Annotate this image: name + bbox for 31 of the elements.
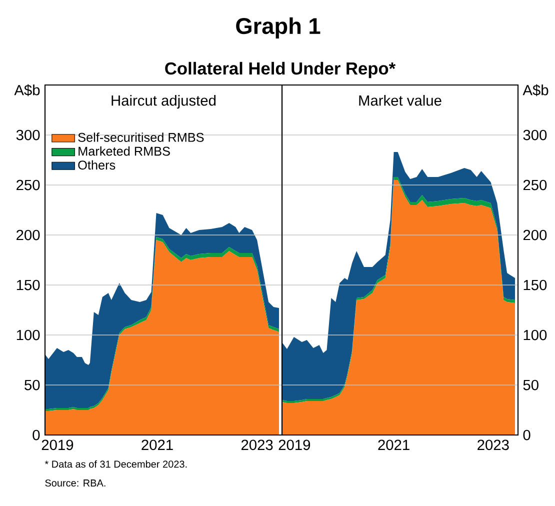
- legend-label: Marketed RMBS: [78, 146, 170, 156]
- y-tick-label: 250: [16, 180, 40, 190]
- y-tick-label: 100: [16, 330, 40, 340]
- text: * Data as of 31 December 2023.: [44, 460, 187, 468]
- y-tick-label: 150: [16, 280, 40, 290]
- legend-label: Self-securitised RMBS: [78, 132, 204, 142]
- chart-subtitle: Collateral Held Under Repo*: [165, 62, 396, 78]
- x-tick-label: 2021: [142, 440, 173, 450]
- annotation: Haircut adjusted: [112, 94, 216, 109]
- y-tick-label: 250: [523, 180, 547, 190]
- y-tick-label: 200: [523, 230, 547, 240]
- x-tick-label: 2019: [42, 440, 74, 450]
- y-tick-label: 0: [32, 430, 40, 440]
- y-tick-label: 300: [16, 130, 40, 140]
- y-tick-label: 150: [524, 280, 547, 290]
- y-axis-title: A$b: [522, 84, 548, 96]
- y-tick-label: 100: [524, 330, 547, 340]
- x-tick-label: 2019: [278, 440, 310, 450]
- y-tick-label: 300: [523, 130, 547, 140]
- y-tick-label: 50: [523, 380, 538, 390]
- y-tick-label: 50: [24, 380, 40, 390]
- y-tick-label: 200: [16, 230, 40, 240]
- x-tick-label: 2021: [378, 440, 410, 450]
- y-tick-label: 0: [523, 430, 530, 440]
- x-tick-label: 2023: [241, 440, 273, 450]
- chart-title: Graph 1: [236, 17, 320, 39]
- source-note: Source: RBA.: [45, 479, 106, 487]
- legend-label: Others: [78, 160, 116, 170]
- annotation: Market value: [359, 94, 442, 106]
- x-tick-label: 2023: [478, 440, 509, 450]
- y-axis-title: A$b: [14, 84, 40, 96]
